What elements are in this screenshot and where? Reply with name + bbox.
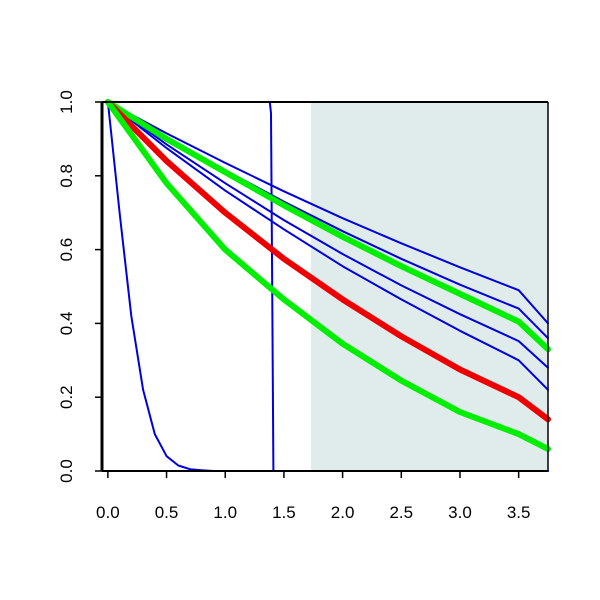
x-tick-label: 2.5 <box>389 503 413 522</box>
series-line-6 <box>106 101 549 391</box>
shaded-region-layer <box>310 102 548 471</box>
series-layer <box>104 99 551 472</box>
x-tick-label: 2.0 <box>331 503 355 522</box>
y-tick-label: 0.8 <box>57 164 76 188</box>
y-tick-label: 1.0 <box>57 90 76 114</box>
x-tick-label: 3.5 <box>507 503 531 522</box>
x-tick-label: 0.0 <box>96 503 120 522</box>
x-tick-label: 1.0 <box>213 503 237 522</box>
series-line-8 <box>104 99 551 423</box>
axes-layer: 0.0 0.5 1.0 1.5 2.0 2.5 3.0 3.5 0.0 0.2 0.4 0.6 0.8 1… <box>57 90 549 522</box>
series-line-5 <box>106 101 549 369</box>
y-tick-label: 0.2 <box>57 385 76 409</box>
y-tick-label: 0.0 <box>57 459 76 483</box>
shaded-region <box>310 102 548 471</box>
x-tick-label: 1.5 <box>272 503 296 522</box>
x-tick-label: 0.5 <box>155 503 179 522</box>
series-line-3 <box>106 101 549 325</box>
series-line-9 <box>104 99 551 452</box>
y-tick-label: 0.6 <box>57 238 76 262</box>
series-line-7 <box>104 99 551 353</box>
x-tick-label: 3.0 <box>448 503 472 522</box>
y-tick-label: 0.4 <box>57 312 76 336</box>
